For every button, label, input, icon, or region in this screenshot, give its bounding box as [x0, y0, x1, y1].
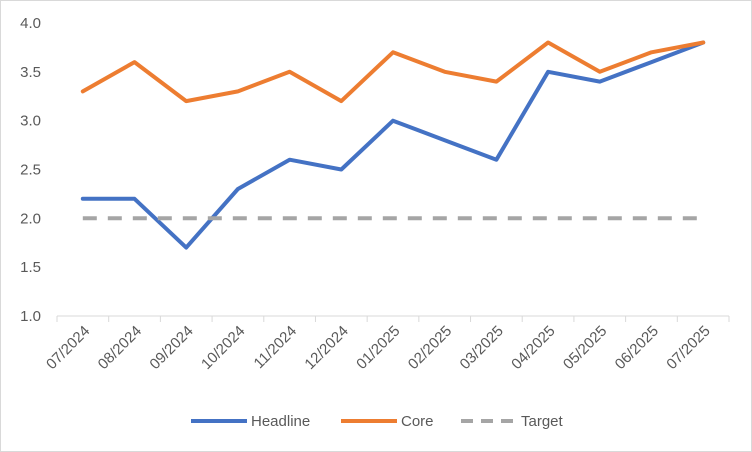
x-axis: 07/2024 08/2024 09/2024 10/2024 11/2024 12/20… [43, 316, 730, 373]
series-lines [80, 40, 706, 250]
series-line-headline [80, 40, 706, 250]
y-tick-label: 1.5 [20, 259, 41, 276]
x-tick-label: 01/2025 [353, 323, 403, 373]
y-axis: 1.0 1.5 2.0 2.5 3.0 3.5 4.0 [20, 15, 41, 325]
y-tick-label: 2.5 [20, 162, 41, 179]
x-tick-label: 09/2024 [146, 323, 196, 373]
x-tick-label: 07/2024 [43, 323, 93, 373]
x-tick-label: 06/2025 [612, 323, 662, 373]
y-tick-label: 3.5 [20, 64, 41, 81]
x-tick-label: 08/2024 [95, 323, 145, 373]
y-tick-label: 3.0 [20, 113, 41, 130]
legend-label: Target [521, 413, 564, 430]
y-tick-label: 4.0 [20, 15, 41, 32]
y-tick-label: 2.0 [20, 210, 41, 227]
x-tick-label: 05/2025 [560, 323, 610, 373]
y-tick-label: 1.0 [20, 308, 41, 325]
x-tick-label: 04/2025 [508, 323, 558, 373]
x-tick-label: 10/2024 [198, 323, 248, 373]
x-tick-label: 03/2025 [457, 323, 507, 373]
legend-label: Core [401, 413, 434, 430]
legend: Headline Core Target [191, 413, 564, 430]
x-tick-label: 12/2024 [301, 323, 351, 373]
series-line-core [80, 40, 706, 104]
legend-label: Headline [251, 413, 310, 430]
x-tick-label: 02/2025 [405, 323, 455, 373]
x-tick-label: 11/2024 [251, 323, 301, 373]
x-tick-label: 07/2025 [663, 323, 713, 373]
